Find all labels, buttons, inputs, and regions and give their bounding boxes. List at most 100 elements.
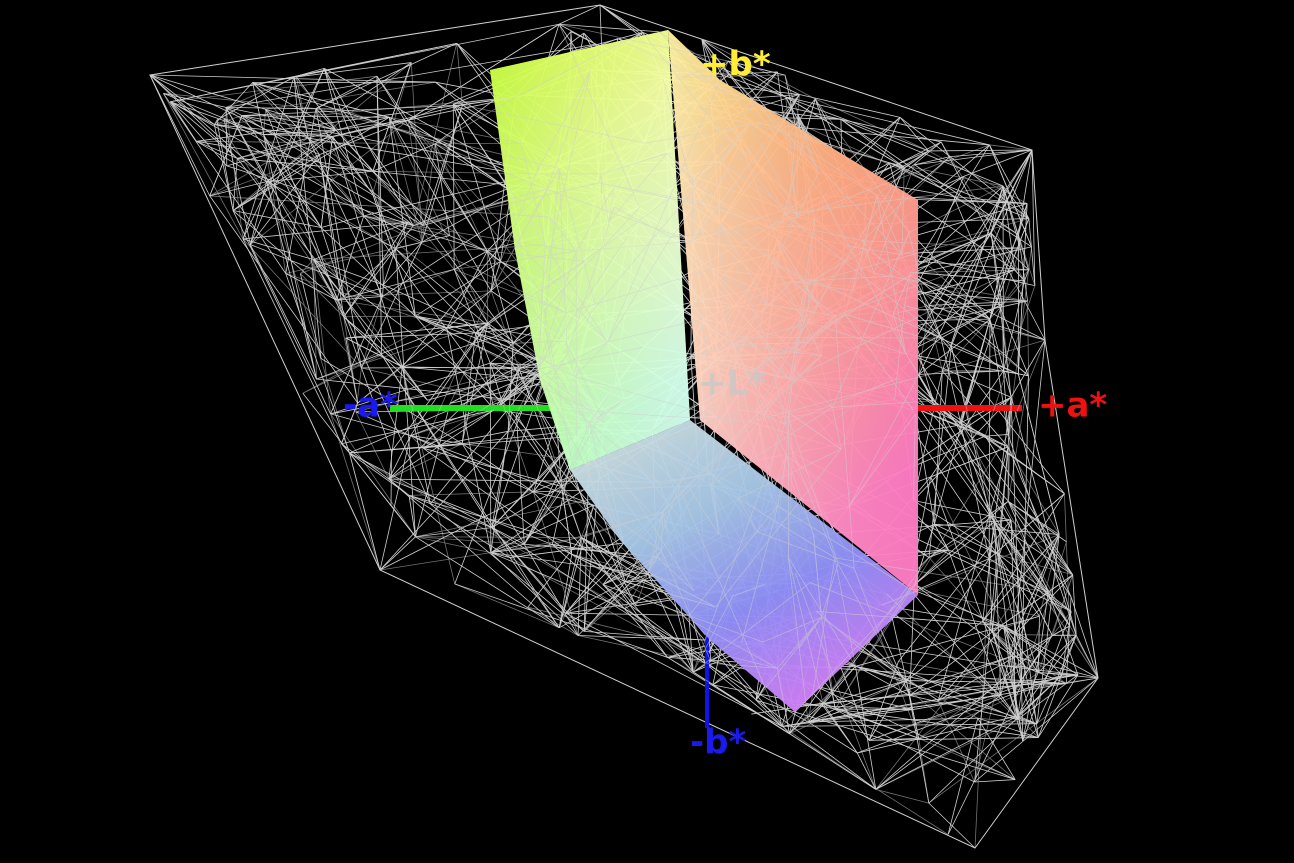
- mesh-edge: [407, 23, 560, 121]
- mesh-edge: [1017, 373, 1060, 535]
- mesh-edge: [831, 407, 842, 450]
- mesh-edge: [768, 144, 990, 228]
- mesh-edge: [873, 164, 915, 274]
- mesh-edge: [908, 588, 1019, 720]
- mesh-edge: [918, 374, 1053, 636]
- mesh-edge: [510, 191, 608, 343]
- mesh-edge: [600, 173, 609, 223]
- mesh-edge: [767, 304, 836, 317]
- mesh-edge: [789, 219, 816, 380]
- mesh-edge: [391, 322, 489, 452]
- mesh-edge: [608, 187, 615, 223]
- mesh-edge: [225, 76, 297, 108]
- mesh-edge: [862, 240, 1020, 249]
- mesh-edge: [300, 273, 322, 359]
- mesh-edge: [1021, 541, 1067, 685]
- mesh-edge: [728, 334, 746, 338]
- mesh-edge: [535, 353, 568, 405]
- mesh-edge: [901, 218, 1029, 255]
- mesh-edge: [1014, 672, 1039, 691]
- mesh-edge: [1039, 651, 1063, 676]
- mesh-edge: [379, 491, 534, 571]
- mesh-edge: [196, 140, 238, 159]
- mesh-edge: [454, 250, 577, 270]
- mesh-edge: [561, 423, 591, 487]
- mesh-edge: [690, 322, 810, 357]
- mesh-edge: [250, 154, 320, 245]
- mesh-edge: [719, 224, 729, 335]
- mesh-edge: [389, 116, 522, 144]
- mesh-edge: [1051, 574, 1074, 636]
- mesh-edge: [302, 354, 382, 394]
- mesh-edge: [898, 661, 1022, 686]
- mesh-edge: [489, 363, 492, 553]
- mesh-edge: [343, 315, 416, 318]
- mesh-edge: [835, 680, 907, 710]
- mesh-edge: [170, 101, 423, 243]
- mesh-edge: [209, 195, 359, 404]
- mesh-edge: [998, 277, 1012, 398]
- mesh-edge: [372, 193, 416, 317]
- mesh-edge: [624, 608, 711, 662]
- mesh-edge: [690, 71, 778, 186]
- mesh-edge: [788, 412, 842, 450]
- mesh-edge: [816, 610, 1004, 627]
- mesh-edge: [232, 62, 412, 211]
- mesh-edge: [642, 32, 789, 217]
- mesh-edge: [942, 280, 1025, 372]
- mesh-edge: [939, 187, 1019, 236]
- mesh-edge: [589, 423, 660, 483]
- mesh-edge: [449, 368, 520, 404]
- mesh-edge: [651, 430, 719, 535]
- mesh-edge: [1017, 715, 1024, 741]
- mesh-edge: [252, 82, 390, 118]
- mesh-edge: [421, 104, 463, 243]
- mesh-edge: [490, 537, 582, 554]
- mesh-edge: [232, 116, 390, 211]
- mesh-edge: [783, 377, 899, 425]
- mesh-edge: [493, 368, 520, 411]
- mesh-edge: [1010, 397, 1022, 685]
- mesh-edge: [570, 31, 573, 52]
- mesh-edge: [918, 674, 1062, 739]
- mesh-edge: [807, 249, 867, 284]
- mesh-edge: [313, 259, 503, 402]
- mesh-edge: [869, 737, 1039, 741]
- mesh-edge: [1018, 203, 1028, 235]
- mesh-edge: [999, 554, 1073, 576]
- mesh-edge: [617, 38, 787, 119]
- mesh-edge: [667, 657, 1067, 684]
- mesh-edge: [170, 75, 378, 103]
- mesh-edge: [886, 593, 1019, 720]
- mesh-edge: [927, 232, 992, 266]
- mesh-edge: [914, 414, 935, 525]
- mesh-edge: [794, 313, 846, 353]
- mesh-edge: [660, 511, 664, 551]
- mesh-edge: [652, 313, 845, 432]
- mesh-edge: [379, 552, 491, 571]
- mesh-edge: [266, 181, 350, 454]
- mesh-edge: [319, 154, 345, 317]
- mesh-edge: [544, 324, 553, 366]
- mesh-edge: [561, 486, 573, 555]
- mesh-edge: [808, 700, 939, 723]
- mesh-edge: [308, 137, 501, 262]
- mesh-edge: [1072, 574, 1077, 636]
- mesh-edge: [988, 319, 991, 559]
- mesh-edge: [535, 404, 582, 538]
- mesh-edge: [410, 409, 495, 436]
- mesh-edge: [323, 68, 365, 216]
- mesh-edge: [777, 455, 787, 506]
- mesh-edge: [330, 374, 537, 415]
- mesh-edge: [149, 74, 238, 159]
- mesh-edge: [241, 115, 390, 118]
- mesh-edge: [865, 167, 905, 258]
- mesh-edge: [475, 332, 537, 375]
- mesh-edge: [681, 74, 786, 78]
- mesh-edge: [928, 802, 976, 849]
- mesh-edge: [692, 595, 734, 673]
- mesh-edge: [577, 537, 582, 636]
- mesh-edge: [710, 224, 721, 270]
- mesh-edge: [388, 366, 403, 480]
- mesh-edge: [225, 107, 553, 367]
